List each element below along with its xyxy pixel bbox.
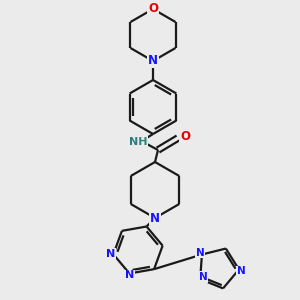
Text: NH: NH <box>129 137 147 147</box>
Text: O: O <box>148 2 158 16</box>
Text: N: N <box>148 55 158 68</box>
Text: N: N <box>196 248 204 257</box>
Text: N: N <box>106 249 115 259</box>
Text: N: N <box>125 271 134 281</box>
Text: N: N <box>237 266 245 277</box>
Text: O: O <box>180 130 190 142</box>
Text: N: N <box>199 272 208 282</box>
Text: N: N <box>150 212 160 224</box>
